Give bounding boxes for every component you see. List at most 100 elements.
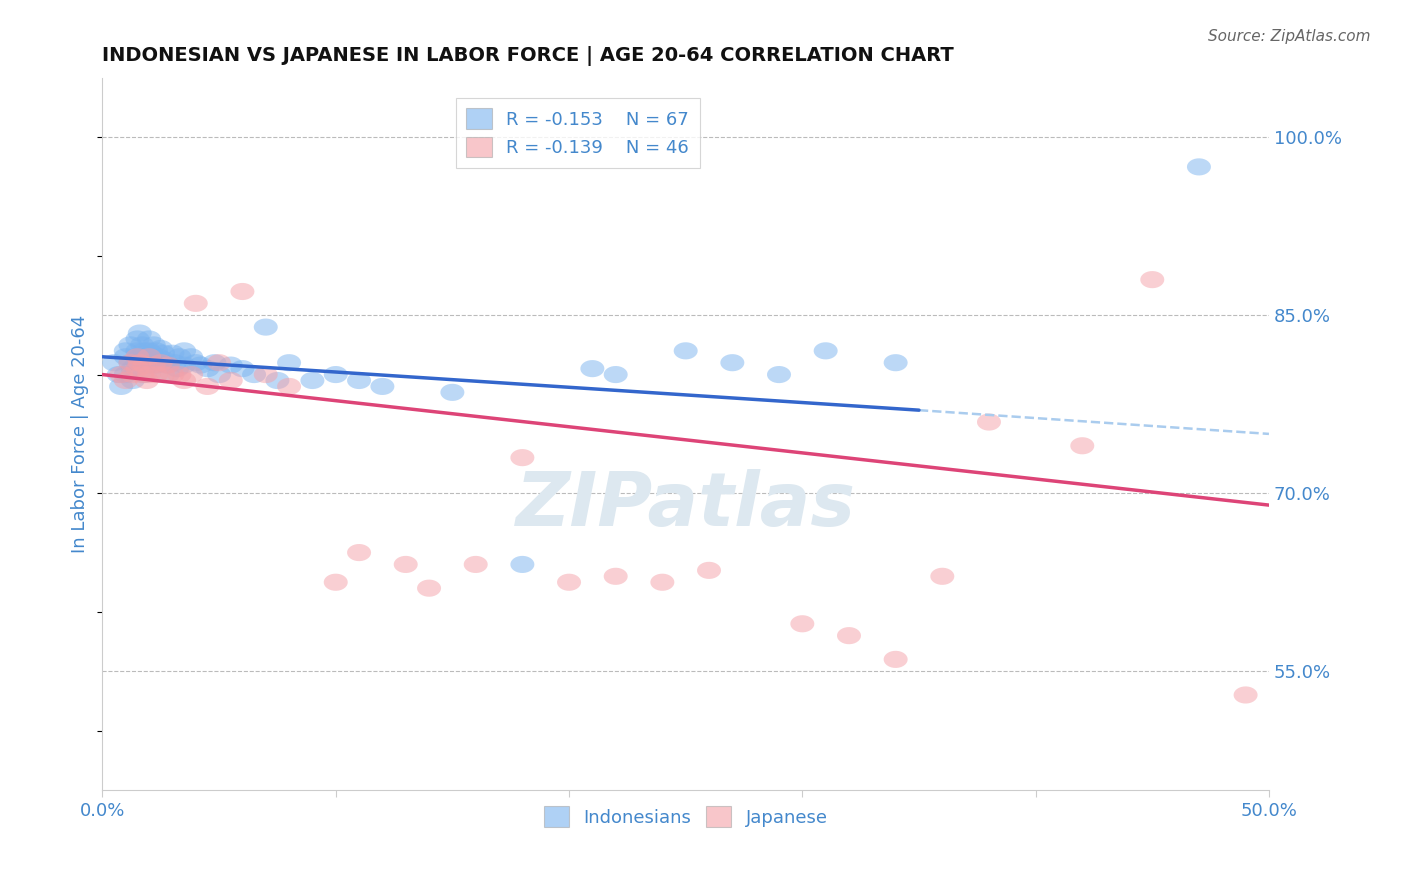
- Point: [110, 379, 132, 393]
- Point: [114, 374, 136, 388]
- Point: [128, 356, 150, 370]
- Point: [558, 575, 581, 590]
- Point: [792, 616, 814, 631]
- Point: [114, 368, 136, 382]
- Point: [231, 361, 253, 376]
- Point: [121, 361, 143, 376]
- Point: [127, 350, 149, 364]
- Point: [1188, 160, 1211, 174]
- Point: [721, 356, 744, 370]
- Point: [162, 368, 184, 382]
- Point: [152, 346, 174, 360]
- Point: [1142, 272, 1164, 286]
- Point: [1234, 688, 1257, 702]
- Point: [145, 358, 167, 372]
- Point: [512, 558, 534, 572]
- Point: [371, 379, 394, 393]
- Point: [155, 353, 177, 368]
- Point: [127, 332, 149, 346]
- Point: [127, 361, 149, 376]
- Point: [208, 368, 231, 382]
- Y-axis label: In Labor Force | Age 20-64: In Labor Force | Age 20-64: [72, 315, 89, 553]
- Point: [128, 326, 150, 340]
- Point: [148, 350, 170, 364]
- Point: [121, 368, 143, 382]
- Point: [418, 581, 440, 595]
- Point: [138, 343, 160, 358]
- Point: [145, 343, 167, 358]
- Point: [166, 361, 188, 376]
- Point: [347, 374, 370, 388]
- Point: [180, 368, 202, 382]
- Point: [149, 356, 172, 370]
- Point: [266, 374, 288, 388]
- Point: [180, 350, 202, 364]
- Point: [278, 356, 301, 370]
- Point: [651, 575, 673, 590]
- Point: [142, 338, 165, 352]
- Point: [135, 350, 157, 364]
- Point: [131, 338, 153, 352]
- Point: [142, 358, 165, 372]
- Point: [675, 343, 697, 358]
- Point: [197, 361, 219, 376]
- Point: [141, 346, 163, 360]
- Legend: Indonesians, Japanese: Indonesians, Japanese: [537, 799, 835, 834]
- Point: [134, 358, 156, 372]
- Point: [512, 450, 534, 465]
- Point: [169, 368, 191, 382]
- Point: [1071, 439, 1094, 453]
- Point: [152, 368, 174, 382]
- Point: [138, 368, 160, 382]
- Point: [162, 346, 184, 360]
- Text: INDONESIAN VS JAPANESE IN LABOR FORCE | AGE 20-64 CORRELATION CHART: INDONESIAN VS JAPANESE IN LABOR FORCE | …: [103, 46, 955, 66]
- Point: [173, 343, 195, 358]
- Point: [204, 356, 226, 370]
- Point: [103, 356, 125, 370]
- Point: [278, 379, 301, 393]
- Point: [605, 368, 627, 382]
- Text: ZIPatlas: ZIPatlas: [516, 468, 856, 541]
- Point: [325, 368, 347, 382]
- Point: [197, 379, 219, 393]
- Point: [110, 368, 132, 382]
- Point: [605, 569, 627, 583]
- Point: [138, 350, 160, 364]
- Point: [156, 368, 179, 382]
- Point: [219, 358, 242, 372]
- Point: [169, 350, 191, 364]
- Point: [134, 356, 156, 370]
- Point: [135, 374, 157, 388]
- Point: [142, 353, 165, 368]
- Point: [347, 545, 370, 559]
- Point: [208, 356, 231, 370]
- Point: [107, 368, 129, 382]
- Point: [134, 368, 156, 382]
- Point: [138, 358, 160, 372]
- Point: [127, 356, 149, 370]
- Point: [127, 343, 149, 358]
- Point: [138, 332, 160, 346]
- Point: [768, 368, 790, 382]
- Point: [301, 374, 323, 388]
- Point: [190, 358, 212, 372]
- Point: [156, 358, 179, 372]
- Point: [173, 358, 195, 372]
- Point: [149, 342, 172, 356]
- Point: [114, 343, 136, 358]
- Point: [219, 374, 242, 388]
- Point: [120, 356, 142, 370]
- Point: [254, 368, 277, 382]
- Point: [254, 320, 277, 334]
- Point: [114, 350, 136, 364]
- Point: [697, 563, 720, 577]
- Point: [120, 356, 142, 370]
- Point: [145, 368, 167, 382]
- Point: [243, 368, 266, 382]
- Point: [884, 356, 907, 370]
- Point: [325, 575, 347, 590]
- Point: [121, 374, 143, 388]
- Point: [814, 343, 837, 358]
- Point: [931, 569, 953, 583]
- Point: [884, 652, 907, 666]
